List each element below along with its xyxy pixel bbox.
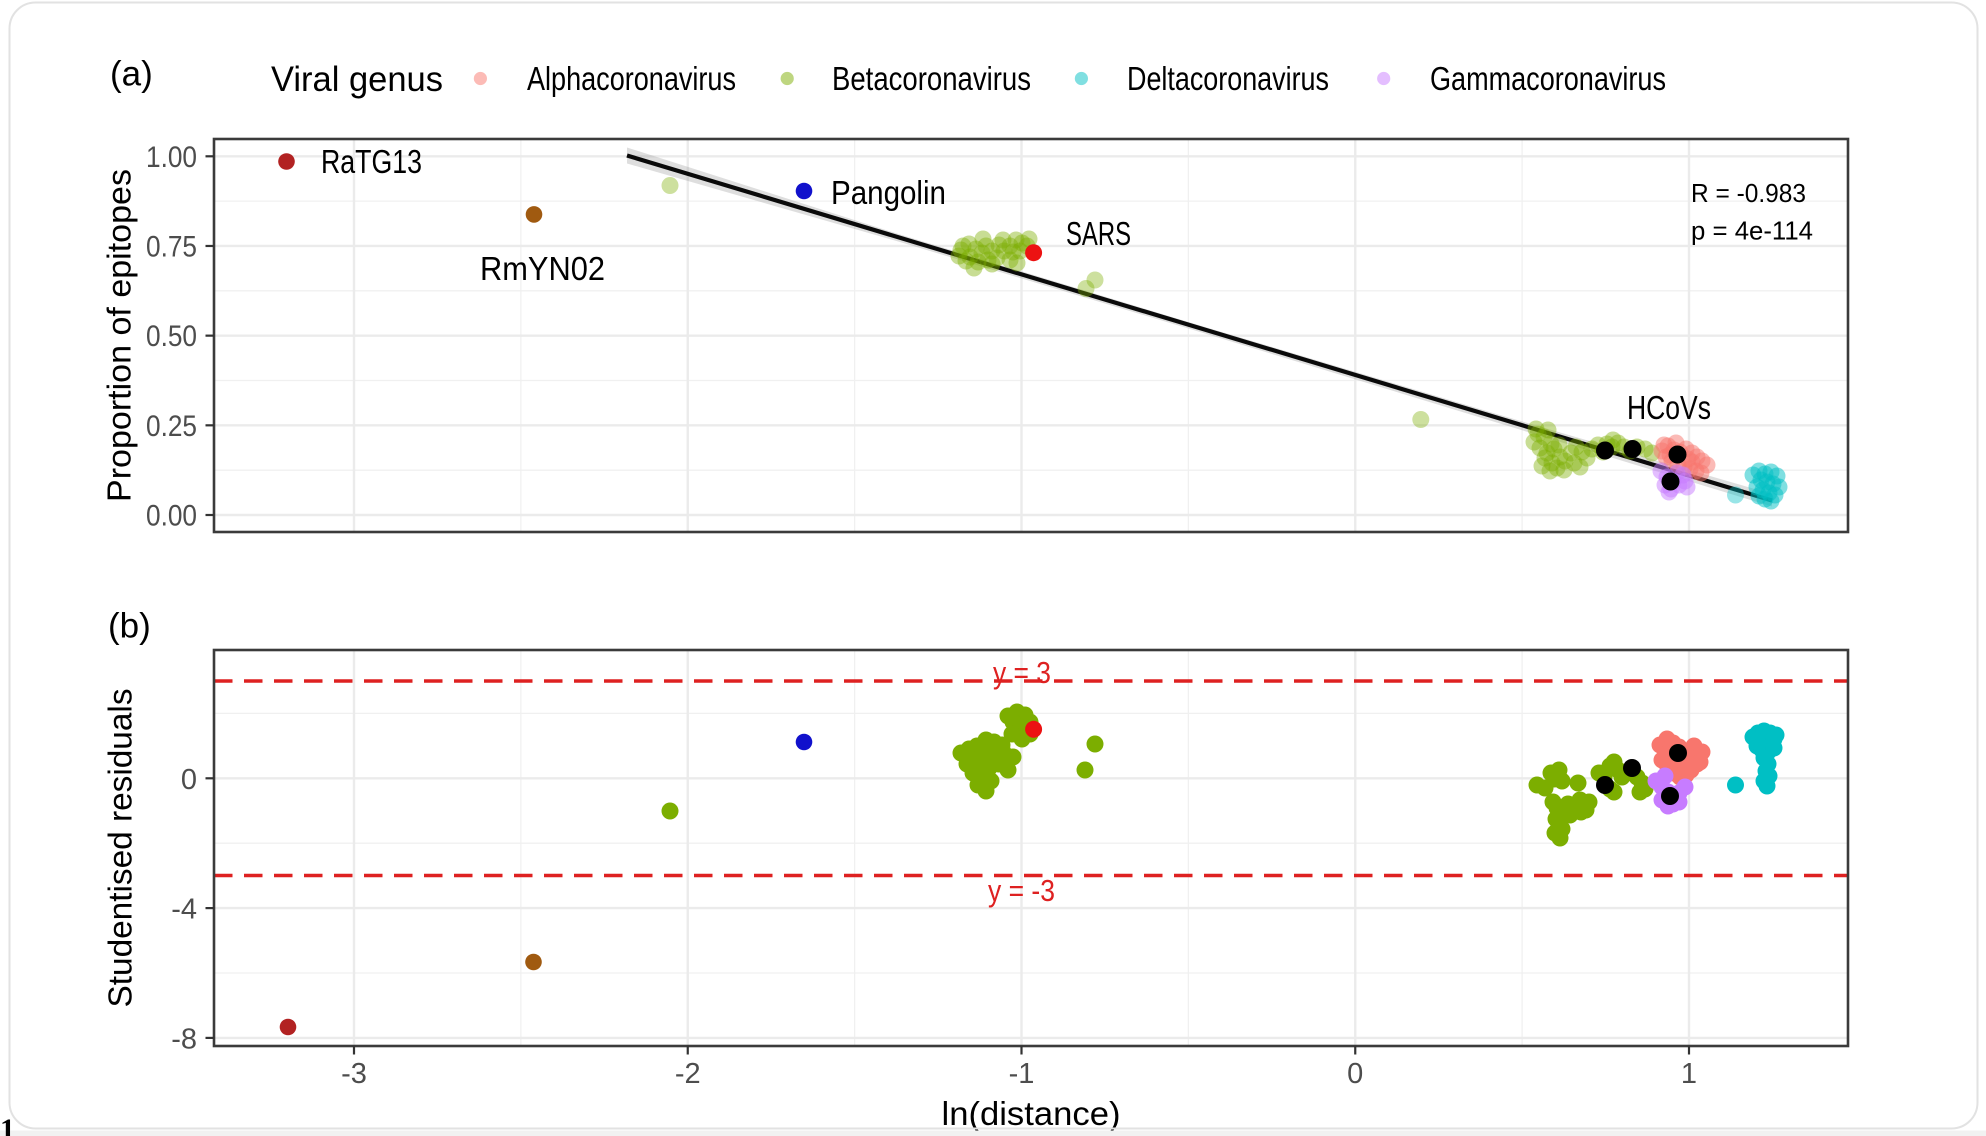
svg-text:0: 0 [1347,1058,1363,1090]
svg-text:-3: -3 [341,1058,367,1090]
svg-text:-8: -8 [171,1023,197,1055]
svg-text:0.25: 0.25 [146,410,197,443]
svg-text:Alphacoronavirus: Alphacoronavirus [527,60,736,97]
svg-text:SARS: SARS [1066,215,1131,252]
svg-text:(a): (a) [110,55,153,94]
svg-text:0: 0 [181,764,197,796]
svg-text:RmYN02: RmYN02 [480,250,605,287]
svg-text:Pangolin: Pangolin [831,174,946,211]
svg-text:-4: -4 [171,894,197,926]
svg-text:0.50: 0.50 [146,320,197,353]
svg-text:HCoVs: HCoVs [1627,389,1711,426]
svg-text:ln(distance): ln(distance) [942,1095,1121,1132]
svg-text:0.00: 0.00 [146,500,197,533]
svg-text:1: 1 [0,1113,15,1136]
svg-text:y = -3: y = -3 [988,873,1055,908]
svg-text:Viral genus: Viral genus [271,60,443,99]
svg-text:p = 4e-114: p = 4e-114 [1691,216,1813,246]
svg-text:RaTG13: RaTG13 [321,143,422,180]
svg-text:0.75: 0.75 [146,230,197,263]
svg-text:-1: -1 [1009,1058,1035,1090]
svg-text:Studentised residuals: Studentised residuals [102,689,139,1008]
svg-text:-2: -2 [675,1058,701,1090]
svg-text:Gammacoronavirus: Gammacoronavirus [1430,60,1666,97]
svg-text:1.00: 1.00 [146,141,197,174]
svg-text:Proportion of epitopes: Proportion of epitopes [101,169,138,502]
svg-text:Betacoronavirus: Betacoronavirus [832,60,1031,97]
svg-text:1: 1 [1681,1058,1697,1090]
svg-text:(b): (b) [108,607,151,646]
svg-text:y = 3: y = 3 [993,655,1051,690]
svg-text:Deltacoronavirus: Deltacoronavirus [1127,60,1329,97]
svg-text:R = -0.983: R = -0.983 [1691,178,1806,208]
